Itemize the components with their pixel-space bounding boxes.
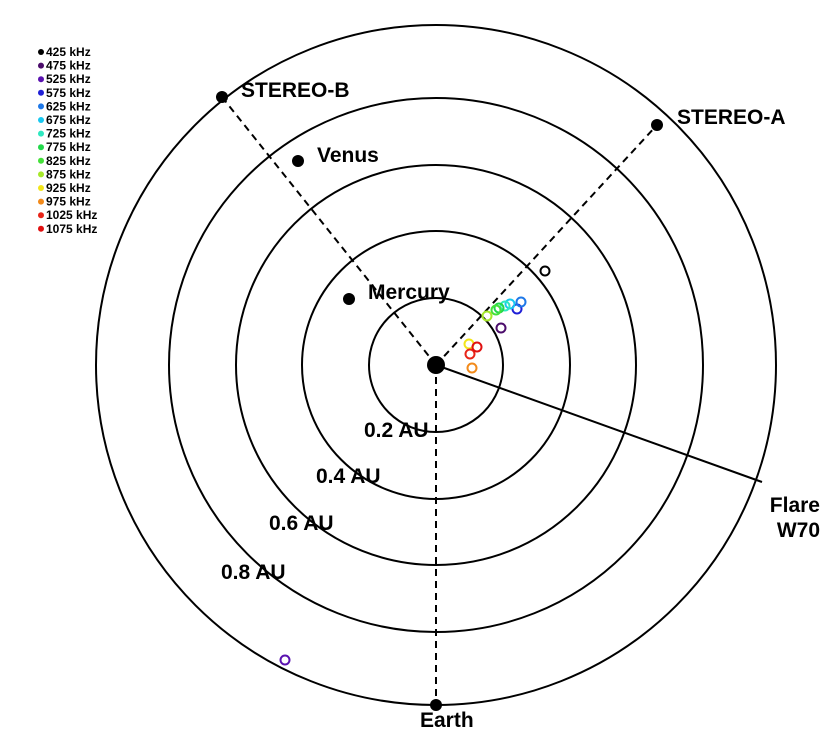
legend-label: 725 kHz [46, 127, 91, 141]
flare-label: W70 [777, 519, 820, 542]
bodies [216, 91, 663, 711]
body-label: STEREO-B [241, 79, 350, 102]
legend-label: 875 kHz [46, 167, 91, 181]
source-marker [495, 322, 507, 334]
legend-swatch [38, 76, 44, 83]
legend-swatch [38, 49, 44, 55]
legend-swatch [38, 157, 44, 164]
source-marker [504, 298, 516, 310]
ring-label: 0.6 AU [269, 512, 334, 535]
source-marker [539, 265, 551, 277]
source-marker [515, 296, 527, 308]
source-marker [464, 348, 476, 360]
source-marker [471, 341, 483, 353]
legend-label: 425 kHz [46, 45, 91, 59]
legend-swatch [38, 89, 44, 96]
legend-swatch [38, 62, 44, 69]
body-label: STEREO-A [677, 106, 786, 129]
source-marker [466, 362, 478, 374]
legend-swatch [38, 185, 44, 191]
body [216, 91, 228, 103]
legend-label: 975 kHz [46, 195, 91, 209]
body [651, 119, 663, 131]
body [343, 293, 355, 305]
legend-swatch [38, 117, 44, 123]
source-marker [490, 304, 502, 316]
body [292, 155, 304, 167]
legend-swatch [38, 144, 44, 151]
source-marker [499, 300, 511, 312]
legend-label: 1025 kHz [46, 208, 97, 222]
legend-label: 625 kHz [46, 99, 91, 113]
orbit [235, 164, 637, 566]
source-marker [481, 310, 493, 322]
legend-label: 1075 kHz [46, 222, 97, 236]
legend-label: 925 kHz [46, 181, 91, 195]
lines-of-sight [221, 96, 658, 705]
ring-label: 0.4 AU [316, 465, 381, 488]
source-marker [279, 654, 291, 666]
ring-label: 0.2 AU [364, 419, 429, 442]
legend-label: 575 kHz [46, 86, 91, 100]
dashed-line [435, 124, 658, 366]
body-label: Earth [420, 709, 474, 732]
legend-label: 675 kHz [46, 113, 91, 127]
sun [427, 356, 445, 374]
body [430, 699, 442, 711]
legend-swatch [38, 130, 44, 137]
sources [279, 265, 551, 666]
dashed-line [221, 96, 437, 366]
flare-label: Flare [770, 494, 820, 517]
legend-swatch [38, 103, 44, 110]
legend-swatch [38, 225, 44, 232]
flare-line [435, 364, 763, 483]
legend-label: 475 kHz [46, 59, 91, 73]
legend-label: 525 kHz [46, 72, 91, 86]
body-label: Mercury [368, 281, 450, 304]
ring-label: 0.8 AU [221, 561, 286, 584]
body-label: Venus [317, 144, 379, 167]
legend-label: 825 kHz [46, 154, 91, 168]
legend-swatch [38, 171, 44, 178]
legend-swatch [38, 212, 44, 219]
legend-label: 775 kHz [46, 140, 91, 154]
legend-swatch [38, 198, 44, 205]
